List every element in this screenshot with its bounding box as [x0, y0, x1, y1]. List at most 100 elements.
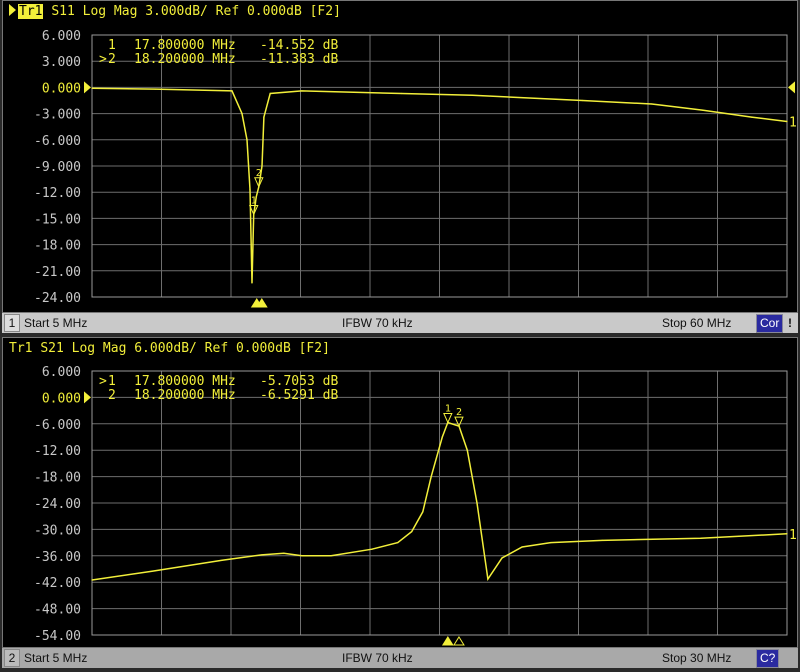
trace-point	[269, 92, 271, 95]
start-frequency[interactable]: Start 5 MHz	[24, 316, 88, 330]
channel-1-window[interactable]: Tr1 S11 Log Mag 3.000dB/ Ref 0.000dB [F2…	[2, 0, 798, 313]
marker-frequency: 17.800000 MHz	[134, 38, 236, 53]
trace-point	[246, 139, 248, 141]
trace-point	[521, 546, 523, 548]
trace-point	[263, 116, 265, 118]
marker-glyph-label: 1	[251, 195, 257, 206]
marker-triangle-icon	[248, 204, 259, 216]
trace-point	[301, 555, 303, 557]
ifbw[interactable]: IFBW 70 kHz	[342, 316, 413, 330]
trace-point	[581, 99, 583, 102]
warning-indicator: !	[788, 316, 792, 330]
marker-glyph-label: 2	[256, 168, 262, 179]
trace-point	[260, 554, 263, 556]
marker-triangle-icon	[254, 177, 264, 189]
y-tick-label: -42.00	[34, 576, 81, 591]
trace-point	[700, 537, 702, 539]
stop-frequency[interactable]: Stop 60 MHz	[662, 316, 732, 330]
trace-point	[91, 87, 93, 89]
y-tick-label: 6.000	[42, 365, 81, 380]
trace-point	[151, 570, 153, 572]
marker-glyph-label: 1	[445, 404, 451, 415]
trace-title-2[interactable]: Tr1 S21 Log Mag 6.000dB/ Ref 0.000dB [F2…	[9, 341, 330, 356]
trace-point	[397, 542, 399, 544]
marker-position-icon	[453, 636, 465, 646]
y-tick-label: 3.000	[42, 55, 81, 70]
y-tick-label: -6.000	[34, 418, 81, 433]
marker-number: 1	[108, 374, 116, 389]
ifbw[interactable]: IFBW 70 kHz	[342, 651, 413, 665]
trace-end-label: 1	[789, 528, 797, 543]
trace-point	[786, 533, 788, 535]
y-tick-label: -18.00	[34, 471, 81, 486]
channel-number[interactable]: 2	[4, 649, 20, 667]
status-bar-1: 1 Start 5 MHz IFBW 70 kHz Stop 60 MHz Co…	[2, 313, 798, 333]
y-tick-label: -24.00	[34, 291, 81, 306]
trace-point	[241, 113, 243, 115]
trace-point	[501, 557, 503, 559]
marker-value: -11.383 dB	[260, 52, 338, 67]
active-trace-arrow-icon	[9, 4, 16, 16]
marker-frequency: 18.200000 MHz	[134, 52, 236, 67]
trace-title-1[interactable]: Tr1 S11 Log Mag 3.000dB/ Ref 0.000dB [F2…	[9, 4, 341, 19]
trace-point	[330, 555, 332, 557]
plot-channel-1[interactable]: 6.000 3.000 0.000 -3.000 -6.000 -9.000 -12.00 -…	[3, 1, 797, 312]
channel-2-window[interactable]: Tr1 S21 Log Mag 6.000dB/ Ref 0.000dB [F2…	[2, 337, 798, 648]
trace-point	[751, 116, 753, 118]
y-tick-label: -12.00	[34, 186, 81, 201]
y-tick-label: -15.00	[34, 212, 81, 227]
trace-point	[371, 548, 373, 550]
y-tick-label: -3.000	[34, 108, 81, 123]
y-tick-label: -12.00	[34, 444, 81, 459]
channel-number[interactable]: 1	[4, 314, 20, 332]
trace-settings: S21 Log Mag 6.000dB/ Ref 0.000dB [F2]	[40, 341, 330, 356]
trace-point	[255, 195, 257, 198]
trace-label[interactable]: Tr1	[18, 4, 44, 19]
marker-value: -14.552 dB	[260, 38, 338, 53]
trace-point	[701, 109, 703, 111]
status-bar-2: 2 Start 5 MHz IFBW 70 kHz Stop 30 MHz C?	[2, 648, 798, 668]
trace-label[interactable]: Tr1	[9, 341, 33, 356]
marker-number: 2	[108, 388, 116, 403]
correction-badge[interactable]: Cor	[756, 314, 784, 333]
trace-point	[249, 188, 251, 191]
y-tick-label: -48.00	[34, 603, 81, 618]
marker-number: 1	[108, 38, 116, 53]
stop-frequency[interactable]: Stop 30 MHz	[662, 651, 732, 665]
correction-badge[interactable]: C?	[756, 649, 780, 668]
trace-point	[154, 88, 156, 90]
y-tick-label: -9.000	[34, 160, 81, 175]
trace-point	[411, 531, 413, 533]
y-tick-label: -30.00	[34, 523, 81, 538]
plot-channel-2[interactable]: 6.000 0.000 -6.000 -12.00 -18.00 -24.00 -30.00…	[3, 338, 797, 647]
trace-point	[476, 502, 478, 504]
trace-end-label: 1	[789, 115, 797, 130]
marker-frequency: 17.800000 MHz	[134, 374, 236, 389]
trace-point	[441, 436, 443, 438]
y-tick-label: 0.000	[42, 81, 81, 96]
start-frequency[interactable]: Start 5 MHz	[24, 651, 88, 665]
trace-point	[400, 92, 403, 95]
trace-point	[301, 90, 303, 92]
marker-value: -5.7053 dB	[260, 374, 338, 389]
y-tick-label: -6.000	[34, 134, 81, 149]
trace-point	[221, 559, 223, 561]
marker-glyph-label: 2	[456, 407, 462, 418]
y-tick-label: 6.000	[42, 29, 81, 44]
trace-point	[601, 539, 603, 541]
trace-point	[430, 476, 432, 478]
y-tick-label: -36.00	[34, 550, 81, 565]
marker-prefix: >	[99, 374, 107, 389]
y-tick-label: -24.00	[34, 497, 81, 512]
y-tick-label: -21.00	[34, 265, 81, 280]
ref-level-arrow-icon	[788, 81, 795, 94]
trace-point	[487, 578, 489, 580]
plot-border	[91, 370, 788, 636]
marker-prefix: >	[99, 52, 107, 67]
marker-frequency: 18.200000 MHz	[134, 388, 236, 403]
y-tick-label: -18.00	[34, 239, 81, 254]
y-tick-label: 0.000	[42, 391, 81, 406]
trace-point	[466, 449, 468, 451]
marker-number: 2	[108, 52, 116, 67]
